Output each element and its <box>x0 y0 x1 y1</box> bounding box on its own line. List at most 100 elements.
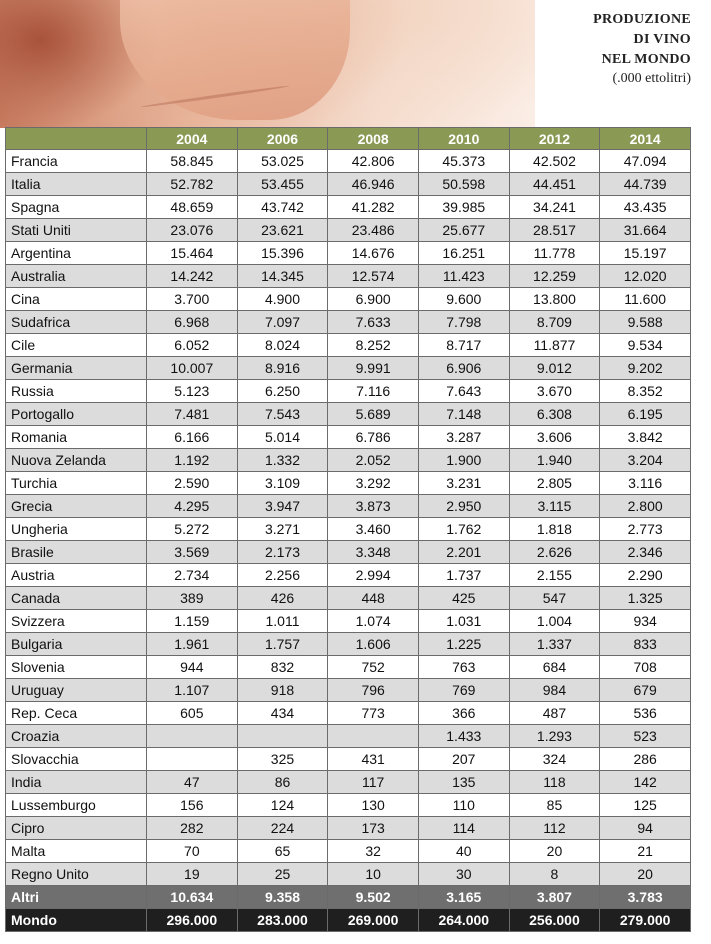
table-row: Brasile 3.569 2.173 3.348 2.201 2.626 2.346 <box>5 540 691 564</box>
table-row: Cina 3.700 4.900 6.900 9.600 13.800 11.600 <box>5 287 691 311</box>
value-cell: 3.460 <box>327 517 419 541</box>
header-corner <box>5 127 147 150</box>
value-cell: 3.109 <box>236 471 329 495</box>
value-cell: 1.961 <box>146 632 238 656</box>
value-cell: 44.451 <box>508 172 601 196</box>
value-cell <box>236 724 329 748</box>
value-cell: 5.014 <box>236 425 329 449</box>
value-cell: 14.242 <box>146 264 238 288</box>
value-cell: 2.950 <box>417 494 510 518</box>
value-cell: 50.598 <box>417 172 510 196</box>
table-row: Cile 6.052 8.024 8.252 8.717 11.877 9.534 <box>5 333 691 357</box>
value-cell: 8.916 <box>236 356 329 380</box>
value-cell: 9.588 <box>599 310 691 334</box>
country-cell: Spagna <box>5 195 147 219</box>
value-cell: 2.052 <box>327 448 419 472</box>
title-line-3: NEL MONDO <box>601 52 691 67</box>
table-row: Argentina 15.464 15.396 14.676 16.251 11.778 1… <box>5 241 691 265</box>
value-cell: 13.800 <box>508 287 601 311</box>
value-cell: 679 <box>599 678 691 702</box>
value-cell: 3.783 <box>599 885 691 909</box>
country-cell: Ungheria <box>5 517 147 541</box>
value-cell: 1.159 <box>146 609 238 633</box>
value-cell: 3.348 <box>327 540 419 564</box>
value-cell: 3.271 <box>236 517 329 541</box>
value-cell: 34.241 <box>508 195 601 219</box>
value-cell: 325 <box>236 747 329 771</box>
value-cell: 425 <box>417 586 510 610</box>
value-cell: 1.337 <box>508 632 601 656</box>
photo-chin-shape <box>120 0 350 120</box>
value-cell: 7.481 <box>146 402 238 426</box>
value-cell: 16.251 <box>417 241 510 265</box>
value-cell: 3.569 <box>146 540 238 564</box>
country-cell: Cina <box>5 287 147 311</box>
value-cell: 1.818 <box>508 517 601 541</box>
value-cell: 9.502 <box>327 885 419 909</box>
value-cell: 5.272 <box>146 517 238 541</box>
value-cell: 1.332 <box>236 448 329 472</box>
title-line-2: DI VINO <box>633 32 691 47</box>
table-row: India 47 86 117 135 118 142 <box>5 770 691 794</box>
value-cell: 523 <box>599 724 691 748</box>
value-cell: 42.502 <box>508 149 601 173</box>
value-cell: 41.282 <box>327 195 419 219</box>
year-header: 2010 <box>417 127 510 150</box>
value-cell: 3.165 <box>417 885 510 909</box>
value-cell: 224 <box>236 816 329 840</box>
table-row: Croazia 1.433 1.293 523 <box>5 724 691 748</box>
value-cell: 5.123 <box>146 379 238 403</box>
value-cell: 52.782 <box>146 172 238 196</box>
value-cell: 3.204 <box>599 448 691 472</box>
table-row: Malta 70 65 32 40 20 21 <box>5 839 691 863</box>
value-cell: 30 <box>417 862 510 886</box>
title-block: PRODUZIONE DI VINO NEL MONDO (.000 ettol… <box>593 10 691 88</box>
value-cell: 3.807 <box>508 885 601 909</box>
value-cell: 10.634 <box>146 885 238 909</box>
value-cell: 6.250 <box>236 379 329 403</box>
value-cell: 39.985 <box>417 195 510 219</box>
value-cell: 833 <box>599 632 691 656</box>
value-cell: 1.004 <box>508 609 601 633</box>
value-cell: 6.906 <box>417 356 510 380</box>
value-cell: 296.000 <box>146 908 238 932</box>
value-cell: 125 <box>599 793 691 817</box>
value-cell: 3.115 <box>508 494 601 518</box>
country-cell: Slovacchia <box>5 747 147 771</box>
value-cell: 23.486 <box>327 218 419 242</box>
country-cell: Stati Uniti <box>5 218 147 242</box>
value-cell: 15.197 <box>599 241 691 265</box>
value-cell: 70 <box>146 839 238 863</box>
table-row: Germania 10.007 8.916 9.991 6.906 9.012 9.202 <box>5 356 691 380</box>
country-cell: Bulgaria <box>5 632 147 656</box>
wine-production-table: 2004 2006 2008 2010 2012 2014 Francia 58.… <box>5 127 691 932</box>
value-cell: 114 <box>417 816 510 840</box>
value-cell: 763 <box>417 655 510 679</box>
value-cell: 8.024 <box>236 333 329 357</box>
value-cell: 43.435 <box>599 195 691 219</box>
value-cell: 796 <box>327 678 419 702</box>
value-cell: 3.842 <box>599 425 691 449</box>
value-cell: 8.352 <box>599 379 691 403</box>
table-row: Svizzera 1.159 1.011 1.074 1.031 1.004 934 <box>5 609 691 633</box>
table-row: Regno Unito 19 25 10 30 8 20 <box>5 862 691 886</box>
value-cell: 10.007 <box>146 356 238 380</box>
value-cell: 286 <box>599 747 691 771</box>
value-cell: 45.373 <box>417 149 510 173</box>
value-cell: 43.742 <box>236 195 329 219</box>
value-cell: 536 <box>599 701 691 725</box>
subtitle-units: (.000 ettolitri) <box>612 71 691 86</box>
country-cell: Lussemburgo <box>5 793 147 817</box>
value-cell: 11.778 <box>508 241 601 265</box>
value-cell: 44.739 <box>599 172 691 196</box>
value-cell: 28.517 <box>508 218 601 242</box>
value-cell: 2.173 <box>236 540 329 564</box>
value-cell: 118 <box>508 770 601 794</box>
country-cell: Rep. Ceca <box>5 701 147 725</box>
value-cell: 2.805 <box>508 471 601 495</box>
value-cell: 2.290 <box>599 563 691 587</box>
value-cell: 2.256 <box>236 563 329 587</box>
value-cell: 1.737 <box>417 563 510 587</box>
value-cell: 944 <box>146 655 238 679</box>
table-row: Turchia 2.590 3.109 3.292 3.231 2.805 3.116 <box>5 471 691 495</box>
